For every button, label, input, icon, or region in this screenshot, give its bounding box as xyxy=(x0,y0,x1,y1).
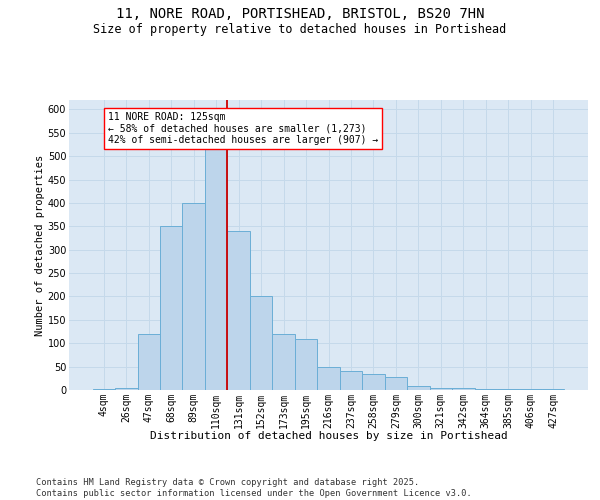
Bar xyxy=(362,374,385,390)
Bar xyxy=(227,231,250,390)
X-axis label: Distribution of detached houses by size in Portishead: Distribution of detached houses by size … xyxy=(149,431,508,441)
Bar xyxy=(115,388,137,390)
Bar xyxy=(497,388,520,390)
Y-axis label: Number of detached properties: Number of detached properties xyxy=(35,154,45,336)
Bar xyxy=(160,226,182,390)
Bar xyxy=(295,338,317,390)
Text: 11, NORE ROAD, PORTISHEAD, BRISTOL, BS20 7HN: 11, NORE ROAD, PORTISHEAD, BRISTOL, BS20… xyxy=(116,8,484,22)
Bar xyxy=(430,388,452,390)
Bar xyxy=(520,388,542,390)
Text: Size of property relative to detached houses in Portishead: Size of property relative to detached ho… xyxy=(94,22,506,36)
Text: Contains HM Land Registry data © Crown copyright and database right 2025.
Contai: Contains HM Land Registry data © Crown c… xyxy=(36,478,472,498)
Bar xyxy=(92,388,115,390)
Bar xyxy=(385,377,407,390)
Bar xyxy=(452,388,475,390)
Bar xyxy=(340,372,362,390)
Bar xyxy=(250,296,272,390)
Bar xyxy=(317,366,340,390)
Bar xyxy=(182,203,205,390)
Bar xyxy=(205,142,227,390)
Bar xyxy=(475,388,497,390)
Text: 11 NORE ROAD: 125sqm
← 58% of detached houses are smaller (1,273)
42% of semi-de: 11 NORE ROAD: 125sqm ← 58% of detached h… xyxy=(108,112,378,145)
Bar xyxy=(542,388,565,390)
Bar xyxy=(407,386,430,390)
Bar xyxy=(272,334,295,390)
Bar xyxy=(137,334,160,390)
